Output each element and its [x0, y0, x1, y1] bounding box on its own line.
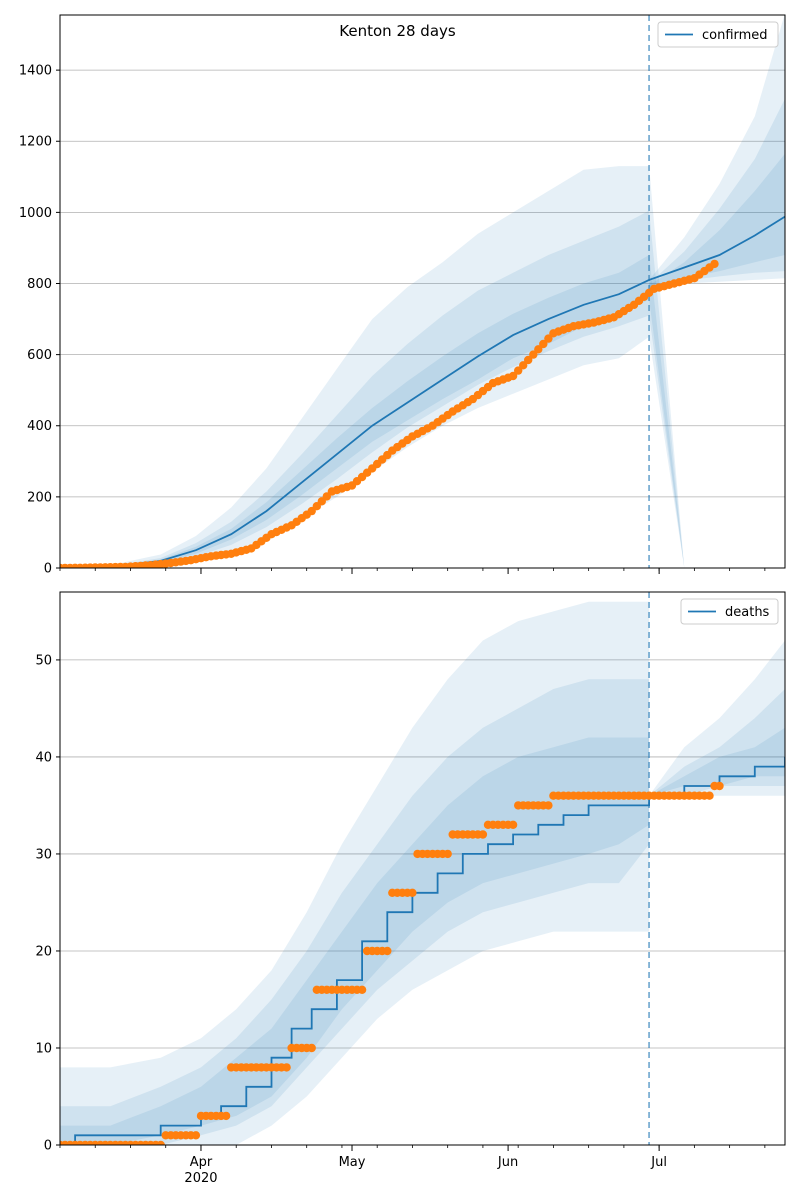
axes-frame [59, 14, 786, 569]
x-tick-label: Apr [190, 1155, 213, 1170]
observed-point [710, 259, 719, 269]
observed-point [221, 1111, 231, 1121]
forecast-band [649, 98, 785, 289]
observed-point [544, 801, 553, 810]
y-tick-label: 0 [44, 1139, 52, 1154]
axes-frame [59, 591, 786, 1146]
y-tick-label: 200 [27, 490, 52, 505]
observed-point [544, 334, 553, 343]
observed-point [529, 350, 538, 359]
y-tick-label: 50 [35, 653, 52, 668]
forecast-band [649, 153, 785, 288]
deaths-panel: 0 10 20 30 40 50 Apr May Jun Jul 2020 deaths [35, 591, 786, 1186]
forecast-band [649, 640, 785, 796]
observed-point [156, 1140, 165, 1145]
y-tick-label: 800 [27, 277, 52, 292]
observed-point [519, 361, 528, 370]
observed-point [478, 830, 488, 839]
observed-point [191, 1131, 201, 1140]
y-tick-label: 1000 [19, 206, 52, 221]
observed-point [539, 339, 548, 349]
legend-box [680, 598, 779, 625]
legend-box [657, 21, 779, 48]
forecast-band [649, 727, 785, 796]
observed-point [524, 355, 533, 365]
uncertainty-band [60, 166, 785, 568]
x-tick-label: May [339, 1155, 366, 1170]
x-tick-label: Jun [497, 1155, 518, 1170]
observed-point [443, 849, 452, 859]
observed-point [508, 820, 518, 829]
observed-point [705, 791, 714, 800]
y-tick-label: 40 [35, 750, 52, 765]
observed-point [408, 888, 417, 897]
observed-point [508, 371, 518, 381]
observed-point [307, 1043, 316, 1053]
uncertainty-band [60, 679, 650, 1145]
forecast-band [649, 689, 785, 796]
observed-point [282, 1063, 291, 1072]
uncertainty-band [60, 601, 650, 1145]
y-tick-label: 600 [27, 348, 52, 363]
observed-point [514, 366, 523, 375]
x-year-label: 2020 [184, 1171, 217, 1186]
chart-title: Kenton 28 days [339, 22, 456, 40]
plot-area [60, 15, 785, 568]
uncertainty-band [60, 210, 785, 568]
plot-area [60, 592, 785, 1145]
observed-point [534, 345, 543, 354]
forecast-band [649, 15, 785, 291]
y-tick-label: 30 [35, 847, 52, 862]
y-tick-label: 0 [44, 562, 52, 577]
observed-point [357, 985, 367, 994]
legend-label: confirmed [702, 28, 768, 43]
y-tick-label: 400 [27, 419, 52, 434]
legend-label: deaths [725, 605, 770, 620]
observed-point [715, 781, 724, 791]
median-line [60, 215, 785, 568]
y-tick-label: 10 [35, 1041, 52, 1056]
y-tick-label: 1200 [19, 135, 52, 150]
observed-point [383, 946, 392, 956]
uncertainty-band [60, 737, 650, 1145]
x-tick-label: Jul [650, 1155, 667, 1170]
y-tick-label: 1400 [19, 64, 52, 79]
y-tick-label: 20 [35, 944, 52, 959]
confirmed-panel: 0 200 400 600 800 1000 1200 1400 Kenton 28 days c… [19, 14, 786, 577]
